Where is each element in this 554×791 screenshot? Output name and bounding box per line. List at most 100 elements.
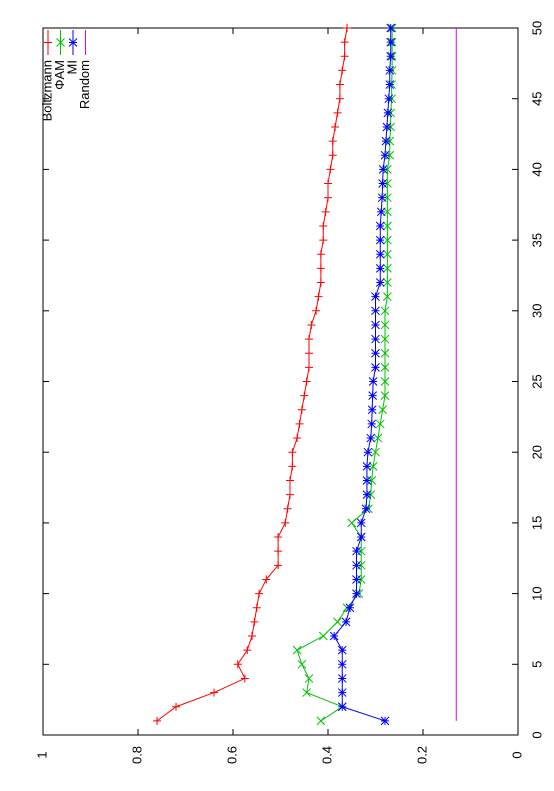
point (352, 589, 361, 598)
x-tick-label: 25 (529, 374, 544, 388)
point (371, 363, 380, 372)
point (337, 645, 347, 655)
point (375, 264, 385, 273)
point (248, 632, 256, 641)
point (367, 405, 377, 415)
point (337, 674, 347, 683)
point (305, 335, 313, 344)
point (295, 419, 304, 428)
point (304, 674, 314, 683)
x-tick-label: 40 (529, 162, 544, 176)
point (380, 306, 390, 316)
point (250, 617, 259, 626)
point (377, 193, 387, 203)
x-tick-label: 35 (529, 233, 544, 247)
point (367, 419, 377, 429)
plot-frame (42, 27, 519, 736)
point (333, 617, 342, 627)
point (297, 659, 307, 669)
point (380, 150, 390, 160)
point (324, 179, 332, 188)
point (386, 37, 396, 47)
point (338, 66, 347, 75)
point (274, 561, 283, 570)
point (371, 292, 380, 302)
point (288, 462, 297, 471)
legend-label: Boltzmann (39, 60, 54, 121)
point (337, 688, 347, 697)
point (324, 193, 332, 202)
point (376, 207, 386, 217)
point (356, 518, 366, 528)
point (382, 122, 392, 132)
point (383, 292, 392, 302)
point (340, 52, 349, 61)
point (375, 221, 385, 231)
series-line (156, 27, 348, 722)
point (312, 306, 321, 315)
point (335, 80, 344, 89)
point (255, 589, 264, 598)
point (380, 334, 390, 344)
point (292, 645, 302, 655)
x-tick-label: 45 (529, 91, 544, 105)
legend-label: MI (64, 60, 79, 74)
y-tick-label: 0 (509, 751, 524, 758)
point (378, 179, 387, 188)
point (352, 560, 361, 570)
point (314, 292, 323, 301)
point (281, 518, 290, 527)
point (252, 603, 261, 612)
x-tick-label: 5 (529, 661, 544, 668)
x-tick-label: 20 (529, 445, 544, 459)
point (385, 66, 395, 75)
point (316, 278, 325, 287)
point (378, 405, 387, 415)
point (386, 23, 396, 33)
point (380, 363, 390, 372)
point (326, 165, 335, 174)
point (233, 660, 242, 669)
x-tick-label: 50 (529, 21, 544, 35)
point (384, 94, 394, 104)
point (380, 320, 390, 330)
point (288, 448, 297, 457)
point (383, 249, 392, 259)
point (44, 38, 52, 47)
point (347, 518, 357, 528)
point (328, 151, 337, 160)
y-tick-label: 0.4 (319, 746, 334, 764)
point (243, 646, 252, 655)
point (352, 546, 361, 556)
point (385, 80, 395, 89)
point (68, 38, 78, 47)
y-tick-label: 0.8 (129, 746, 144, 764)
point (316, 264, 325, 273)
x-tick-label: 10 (529, 586, 544, 600)
point (368, 461, 378, 471)
point (343, 24, 351, 32)
point (383, 278, 392, 287)
point (378, 165, 388, 174)
y-tick-label: 0.2 (414, 746, 429, 764)
point (340, 38, 349, 47)
point (362, 476, 372, 485)
y-tick-label: 0.6 (224, 746, 239, 764)
point (153, 716, 161, 725)
point (361, 504, 371, 514)
point (368, 377, 378, 386)
point (375, 419, 385, 429)
point (286, 490, 294, 499)
point (316, 716, 326, 726)
point (319, 221, 328, 230)
point (371, 306, 380, 316)
point (333, 108, 342, 117)
point (328, 137, 337, 146)
point (305, 363, 313, 372)
point (274, 547, 283, 556)
point (383, 165, 392, 174)
point (337, 659, 347, 669)
point (172, 702, 180, 711)
point (362, 461, 372, 471)
